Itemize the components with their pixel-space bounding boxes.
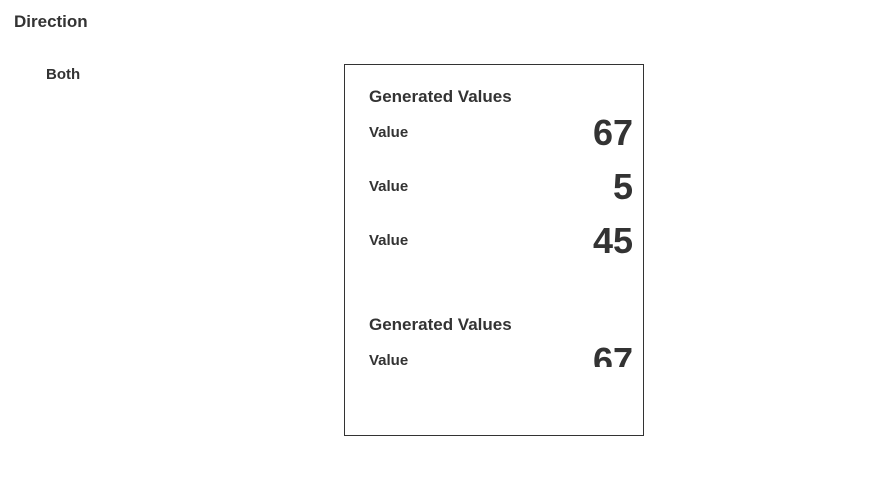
panel-viewport: Generated Values Value 67 Value 5 Value 45 Gene…	[369, 80, 633, 367]
value-label: Value	[369, 124, 409, 141]
value-label: Value	[369, 178, 409, 195]
panel	[344, 64, 644, 436]
group-heading: Generated Values	[369, 87, 512, 106]
value-label: Value	[369, 232, 409, 249]
group-heading: Generated Values	[369, 315, 512, 334]
option[interactable]: Both	[46, 66, 81, 83]
value-number: 5	[612, 166, 633, 207]
value-number: 67	[592, 112, 633, 153]
value-number: 45	[592, 220, 633, 261]
value-label: Value	[369, 352, 409, 367]
value-number: 67	[592, 340, 633, 368]
section-title: Direction	[14, 12, 88, 31]
